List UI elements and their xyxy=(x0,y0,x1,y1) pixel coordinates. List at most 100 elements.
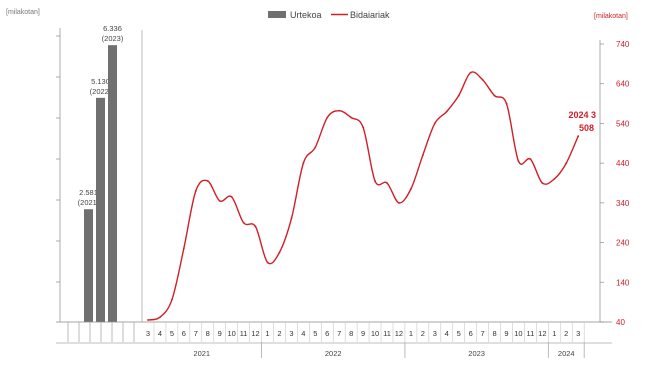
right-axis-tick-label-540: 540 xyxy=(616,119,630,128)
month-tick-label-18: 9 xyxy=(361,329,365,338)
month-tick-label-26: 5 xyxy=(457,329,461,338)
month-tick-label-2: 5 xyxy=(170,329,174,338)
line-point-2024-02 xyxy=(565,162,568,165)
month-tick-label-24: 3 xyxy=(433,329,437,338)
line-point-2022-05 xyxy=(314,146,317,149)
line-point-2022-08 xyxy=(350,116,353,119)
line-series-bidaiariak xyxy=(147,71,579,321)
line-point-2021-10 xyxy=(230,196,233,198)
bar-value-label-2021: 2.581 xyxy=(79,188,98,197)
line-point-2023-07 xyxy=(481,78,484,81)
month-tick-label-31: 10 xyxy=(514,329,522,338)
line-point-2022-10 xyxy=(374,180,376,182)
line-point-2022-07 xyxy=(338,109,341,112)
month-tick-label-5: 8 xyxy=(206,329,210,338)
year-group-label-2022: 2022 xyxy=(325,349,342,358)
month-tick-label-21: 12 xyxy=(395,329,403,338)
right-axis-tick-label-140: 140 xyxy=(616,278,630,287)
annotation-line-1: 2024 3 xyxy=(568,110,596,120)
annotation-line-2: 508 xyxy=(579,123,594,133)
legend-label-bidaiariak: Bidaiariak xyxy=(350,10,390,20)
line-point-2023-03 xyxy=(433,122,436,125)
year-group-label-2021: 2021 xyxy=(193,349,210,358)
line-point-2021-06 xyxy=(182,247,185,250)
line-point-2023-06 xyxy=(469,71,472,74)
month-tick-label-19: 10 xyxy=(371,329,379,338)
month-tick-label-13: 4 xyxy=(301,329,305,338)
month-tick-label-14: 5 xyxy=(313,329,317,338)
right-axis-tick-label-740: 740 xyxy=(616,40,630,49)
year-group-label-2023: 2023 xyxy=(468,349,485,358)
month-tick-label-4: 7 xyxy=(194,329,198,338)
month-tick-label-25: 4 xyxy=(445,329,449,338)
month-tick-label-33: 12 xyxy=(538,329,546,338)
line-point-2022-09 xyxy=(362,126,364,129)
month-tick-label-1: 4 xyxy=(158,329,162,338)
month-tick-label-3: 6 xyxy=(182,329,186,338)
right-axis-tick-label-440: 440 xyxy=(616,159,630,168)
line-point-2023-01 xyxy=(410,188,412,190)
month-tick-label-15: 6 xyxy=(325,329,329,338)
month-tick-label-30: 9 xyxy=(504,329,508,338)
bar-value-label-2023: 6.336 xyxy=(103,24,122,33)
year-group-label-2024: 2024 xyxy=(558,349,575,358)
month-tick-label-12: 3 xyxy=(289,329,293,338)
legend-swatch-urtekoa xyxy=(268,11,286,18)
line-point-2021-12 xyxy=(254,225,257,228)
right-axis-tick-label-40: 40 xyxy=(616,318,625,327)
line-point-2021-05 xyxy=(171,298,173,301)
right-axis-tick-label-640: 640 xyxy=(616,80,630,89)
line-point-2021-08 xyxy=(206,180,209,182)
line-point-2022-12 xyxy=(398,201,400,204)
month-tick-label-7: 10 xyxy=(227,329,235,338)
line-point-2023-04 xyxy=(445,110,448,113)
month-tick-label-28: 7 xyxy=(481,329,485,338)
line-point-2022-03 xyxy=(290,217,293,220)
line-point-2023-05 xyxy=(457,94,460,97)
month-tick-label-11: 2 xyxy=(277,329,281,338)
legend-label-urtekoa: Urtekoa xyxy=(290,10,322,20)
month-tick-label-8: 11 xyxy=(240,329,248,338)
month-tick-label-32: 11 xyxy=(527,329,535,338)
line-point-2021-04 xyxy=(159,316,161,319)
left-unit-label: [milakotan] xyxy=(6,9,40,16)
month-tick-label-34: 1 xyxy=(552,329,556,338)
month-tick-label-27: 6 xyxy=(469,329,473,338)
line-point-2021-11 xyxy=(242,221,245,224)
line-point-2022-04 xyxy=(302,162,305,165)
bar-2023 xyxy=(108,45,117,323)
month-tick-label-36: 3 xyxy=(576,329,580,338)
month-tick-label-0: 3 xyxy=(146,329,150,338)
line-point-2023-09 xyxy=(505,102,508,105)
line-point-2023-08 xyxy=(493,94,496,97)
bar-2021 xyxy=(84,209,93,322)
line-point-2023-10 xyxy=(517,160,520,163)
right-axis-tick-label-240: 240 xyxy=(616,239,630,248)
line-point-2022-06 xyxy=(326,116,329,119)
month-tick-label-22: 1 xyxy=(409,329,413,338)
line-point-2021-03 xyxy=(147,319,149,321)
line-point-2021-07 xyxy=(194,190,197,192)
month-tick-label-29: 8 xyxy=(492,329,496,338)
month-tick-label-20: 11 xyxy=(383,329,391,338)
month-tick-label-10: 1 xyxy=(265,329,269,338)
month-tick-label-17: 8 xyxy=(349,329,353,338)
line-point-2022-02 xyxy=(278,251,281,254)
bar-year-label-2021: (2021) xyxy=(78,198,100,207)
line-point-2023-11 xyxy=(529,158,532,161)
line-point-2022-11 xyxy=(386,182,388,184)
month-tick-label-16: 7 xyxy=(337,329,341,338)
month-tick-label-9: 12 xyxy=(251,329,259,338)
line-point-2024-03 xyxy=(577,135,580,138)
line-point-2022-01 xyxy=(266,261,269,264)
right-unit-label: [milakotan] xyxy=(594,13,628,20)
line-point-2021-09 xyxy=(218,199,221,202)
right-axis-tick-label-340: 340 xyxy=(616,199,630,208)
line-point-2024-01 xyxy=(553,178,556,180)
month-tick-label-23: 2 xyxy=(421,329,425,338)
line-point-2023-12 xyxy=(541,182,544,184)
bar-value-label-2022: 5.130 xyxy=(91,77,110,86)
line-point-2023-02 xyxy=(421,154,424,157)
